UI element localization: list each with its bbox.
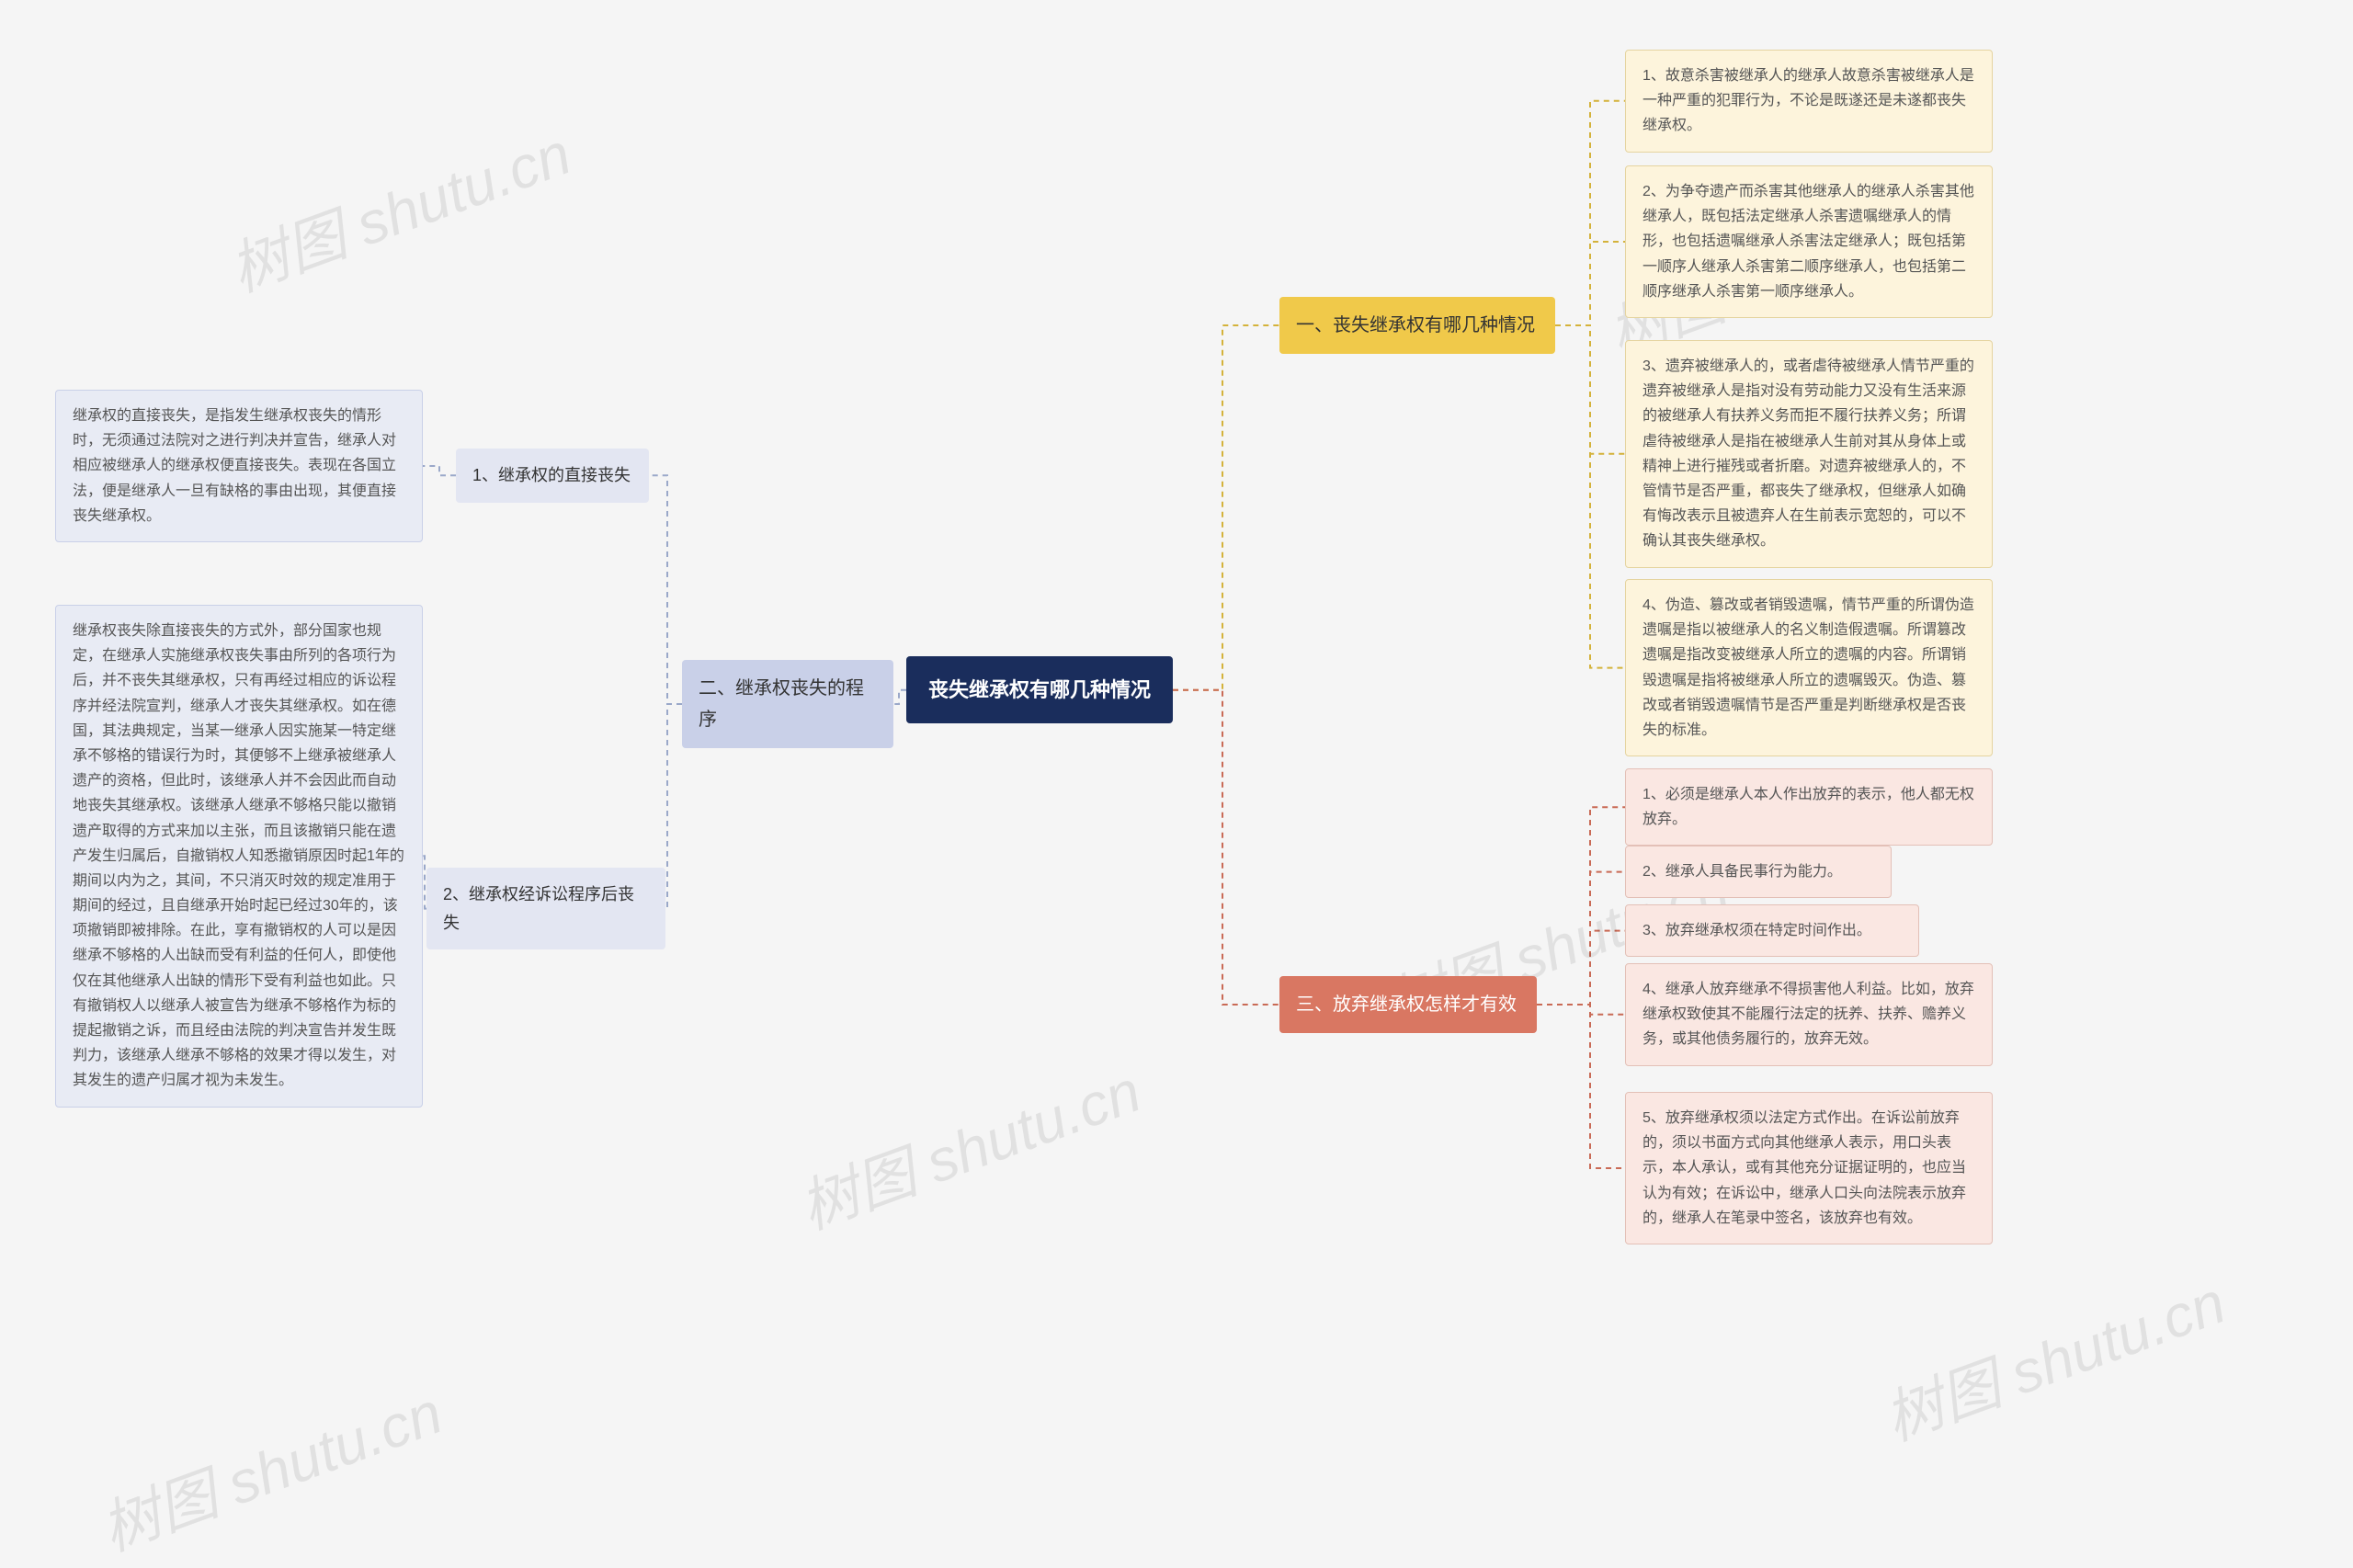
watermark: 树图 shutu.cn	[88, 1366, 452, 1567]
center-node[interactable]: 丧失继承权有哪几种情况	[906, 656, 1173, 723]
branch-one[interactable]: 一、丧失继承权有哪几种情况	[1279, 297, 1555, 354]
connector	[1537, 1005, 1625, 1015]
sub-node-two-b[interactable]: 2、继承权经诉讼程序后丧失	[426, 868, 665, 949]
leaf-three-5[interactable]: 5、放弃继承权须以法定方式作出。在诉讼前放弃的，须以书面方式向其他继承人表示，用…	[1625, 1092, 1993, 1244]
leaf-three-2[interactable]: 2、继承人具备民事行为能力。	[1625, 846, 1892, 898]
connector	[1555, 325, 1625, 454]
leaf-two-a[interactable]: 继承权的直接丧失，是指发生继承权丧失的情形时，无须通过法院对之进行判决并宣告，继…	[55, 390, 423, 542]
leaf-three-1[interactable]: 1、必须是继承人本人作出放弃的表示，他人都无权放弃。	[1625, 768, 1993, 846]
connector	[1555, 101, 1625, 325]
connector	[1555, 242, 1625, 325]
sub-node-two-a[interactable]: 1、继承权的直接丧失	[456, 449, 649, 503]
connector	[649, 475, 682, 704]
leaf-one-2[interactable]: 2、为争夺遗产而杀害其他继承人的继承人杀害其他继承人，既包括法定继承人杀害遗嘱继…	[1625, 165, 1993, 318]
leaf-three-3[interactable]: 3、放弃继承权须在特定时间作出。	[1625, 904, 1919, 957]
connector	[1537, 1005, 1625, 1168]
connector	[1555, 325, 1625, 668]
leaf-one-3[interactable]: 3、遗弃被继承人的，或者虐待被继承人情节严重的遗弃被继承人是指对没有劳动能力又没…	[1625, 340, 1993, 568]
watermark: 树图 shutu.cn	[217, 107, 581, 308]
leaf-one-4[interactable]: 4、伪造、篡改或者销毁遗嘱，情节严重的所谓伪造遗嘱是指以被继承人的名义制造假遗嘱…	[1625, 579, 1993, 756]
connector	[1537, 872, 1625, 1005]
connector	[1537, 931, 1625, 1005]
connector	[1173, 325, 1279, 690]
watermark: 树图 shutu.cn	[787, 1044, 1151, 1245]
connector	[1537, 807, 1625, 1005]
connector	[423, 466, 456, 475]
leaf-two-b[interactable]: 继承权丧失除直接丧失的方式外，部分国家也规定，在继承人实施继承权丧失事由所列的各…	[55, 605, 423, 1108]
branch-two[interactable]: 二、继承权丧失的程序	[682, 660, 893, 748]
leaf-three-4[interactable]: 4、继承人放弃继承不得损害他人利益。比如，放弃继承权致使其不能履行法定的抚养、扶…	[1625, 963, 1993, 1066]
leaf-one-1[interactable]: 1、故意杀害被继承人的继承人故意杀害被继承人是一种严重的犯罪行为，不论是既遂还是…	[1625, 50, 1993, 153]
connector	[1173, 690, 1279, 1005]
connector	[893, 690, 906, 704]
branch-three[interactable]: 三、放弃继承权怎样才有效	[1279, 976, 1537, 1033]
connector	[665, 704, 682, 909]
watermark: 树图 shutu.cn	[1871, 1256, 2235, 1457]
